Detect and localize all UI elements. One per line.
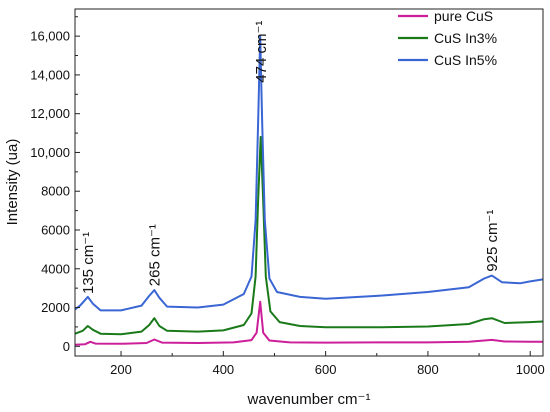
peak-annotation-1: 265 cm⁻¹ [146, 224, 163, 286]
x-tick-label: 1000 [516, 362, 545, 377]
x-tick-label: 800 [417, 362, 439, 377]
x-axis-title: wavenumber cm⁻¹ [247, 391, 371, 408]
y-tick-label: 0 [63, 339, 70, 354]
x-tick-label: 400 [212, 362, 234, 377]
y-tick-label: 6000 [41, 222, 70, 237]
legend-label-2: CuS In5% [434, 52, 497, 68]
y-tick-label: 10,000 [30, 145, 70, 160]
x-axis-ticks: 200 400 600 800 1000 [110, 351, 545, 377]
x-tick-label: 200 [110, 362, 132, 377]
annotation-layer: 135 cm⁻¹ 265 cm⁻¹ 474 cm⁻¹ 925 cm⁻¹ [80, 21, 501, 294]
peak-annotation-2: 474 cm⁻¹ [253, 21, 270, 83]
legend-label-1: CuS In3% [434, 30, 497, 46]
series-layer [75, 35, 543, 346]
legend-label-0: pure CuS [434, 8, 493, 24]
y-axis-title: Intensity (ua) [4, 139, 21, 226]
y-tick-label: 12,000 [30, 106, 70, 121]
y-tick-label: 8000 [41, 184, 70, 199]
peak-annotation-3: 925 cm⁻¹ [484, 210, 501, 272]
y-tick-label: 4000 [41, 261, 70, 276]
series-line-1 [75, 135, 543, 336]
y-axis-ticks: 0 2000 4000 6000 8000 10,000 12,000 14,000 16,00… [30, 16, 80, 354]
x-tick-label: 600 [315, 362, 337, 377]
y-tick-label: 2000 [41, 300, 70, 315]
y-tick-label: 16,000 [30, 29, 70, 44]
series-line-0 [75, 300, 543, 346]
plot-frame [74, 8, 544, 357]
legend: pure CuS CuS In3% CuS In5% [398, 8, 497, 68]
series-line-2 [75, 35, 543, 312]
peak-annotation-0: 135 cm⁻¹ [80, 232, 97, 294]
y-tick-label: 14,000 [30, 67, 70, 82]
